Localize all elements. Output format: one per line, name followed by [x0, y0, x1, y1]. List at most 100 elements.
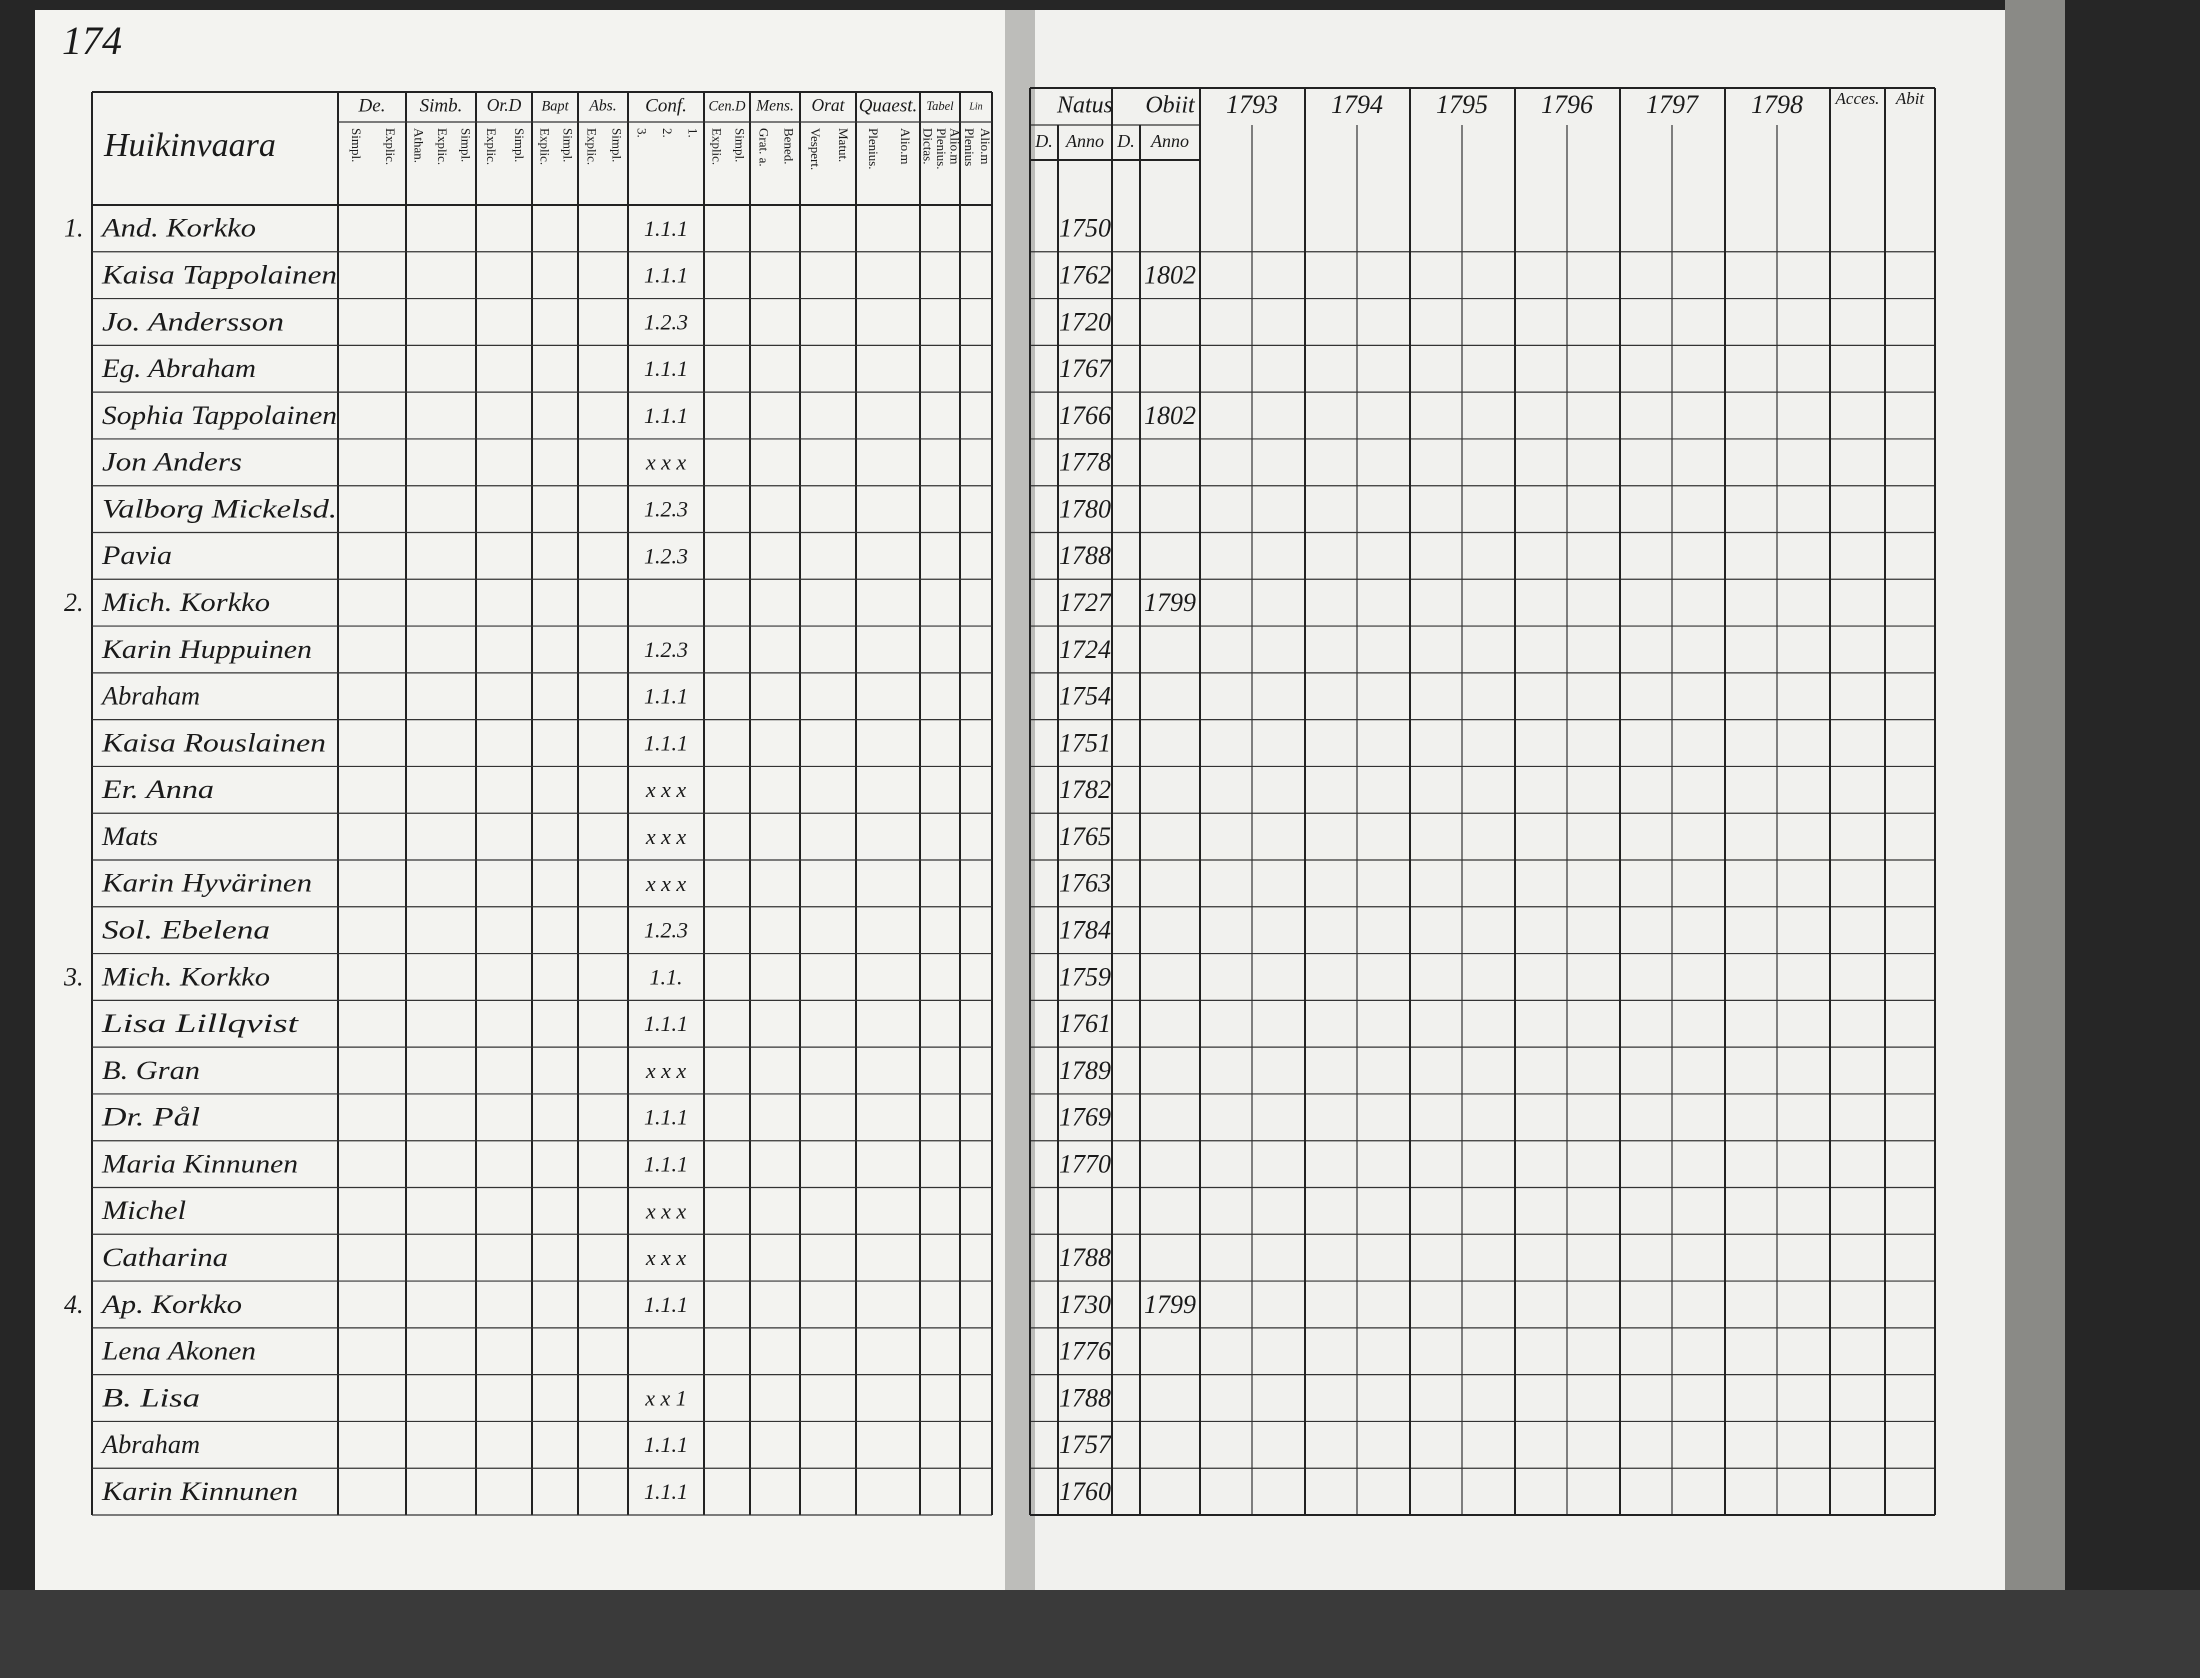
confirmation-mark: 1.1.1 — [644, 403, 688, 428]
confirmation-mark: 1.1.1 — [644, 730, 688, 755]
right-page — [1020, 10, 2005, 1635]
column-header: Mens. — [755, 98, 794, 115]
column-header: De. — [358, 95, 386, 116]
column-subheader: Simpl. — [733, 128, 748, 162]
obiit-header: Obiit — [1145, 93, 1196, 119]
person-name: Karin Huppuinen — [101, 635, 312, 664]
birth-year: 1788 — [1059, 1243, 1111, 1272]
row-number: 2. — [64, 588, 84, 617]
person-name: Valborg Mickelsd. — [102, 494, 337, 523]
person-name: Mich. Korkko — [101, 588, 270, 617]
column-subheader: Vespert. — [808, 128, 823, 170]
confirmation-mark: 1.1.1 — [644, 1011, 688, 1036]
row-number: 3. — [63, 962, 84, 991]
confirmation-mark: x x x — [645, 824, 687, 849]
birth-year: 1762 — [1059, 260, 1111, 289]
birth-year: 1751 — [1059, 728, 1111, 757]
column-subheader: Explic. — [585, 128, 600, 165]
column-subheader: 2. — [660, 128, 675, 138]
birth-year: 1776 — [1059, 1337, 1111, 1366]
row-number: 4. — [64, 1290, 84, 1319]
accessit-header: Acces. — [1835, 89, 1880, 108]
person-name: Mich. Korkko — [101, 962, 270, 991]
column-subheader: Explic. — [710, 128, 725, 165]
date-subheader: D. — [1034, 131, 1053, 151]
date-subheader: D. — [1116, 131, 1135, 151]
person-name: Michel — [101, 1196, 186, 1225]
person-name: Eg. Abraham — [101, 354, 256, 383]
column-subheader: Bened. — [782, 128, 797, 164]
column-subheader: Alio.m — [978, 128, 993, 164]
death-year: 1802 — [1144, 260, 1196, 289]
person-name: Lena Akonen — [101, 1337, 256, 1366]
column-subheader: Explic. — [484, 128, 499, 165]
year-header: 1797 — [1646, 90, 1699, 119]
birth-year: 1780 — [1059, 494, 1111, 523]
birth-year: 1724 — [1059, 635, 1111, 664]
confirmation-mark: x x 1 — [644, 1385, 687, 1410]
person-name: Abraham — [100, 682, 200, 711]
birth-year: 1727 — [1059, 588, 1112, 617]
village-name: Huikinvaara — [103, 127, 276, 164]
column-header: Lin — [968, 101, 982, 112]
confirmation-mark: 1.2.3 — [644, 637, 688, 662]
death-year: 1802 — [1144, 401, 1196, 430]
column-subheader: Alio.m — [898, 128, 913, 164]
confirmation-mark: 1.1.1 — [644, 1432, 688, 1457]
birth-year: 1750 — [1059, 214, 1111, 243]
person-name: Karin Kinnunen — [101, 1477, 298, 1506]
person-name: Er. Anna — [101, 775, 214, 804]
column-subheader: Simpl. — [512, 128, 527, 162]
birth-year: 1770 — [1059, 1149, 1111, 1178]
column-header: Abs. — [588, 98, 616, 115]
column-subheader: Plenius. — [934, 128, 949, 170]
birth-year: 1769 — [1059, 1103, 1111, 1132]
year-header: 1793 — [1226, 90, 1278, 119]
confirmation-mark: x x x — [645, 1245, 687, 1270]
column-subheader: Alio.m — [947, 128, 962, 164]
birth-year: 1760 — [1059, 1477, 1111, 1506]
confirmation-mark: 1.2.3 — [644, 309, 688, 334]
confirmation-mark: x x x — [645, 1058, 687, 1083]
page-number: 174 — [62, 18, 122, 63]
abiit-header: Abit — [1895, 89, 1926, 108]
birth-year: 1767 — [1059, 354, 1112, 383]
confirmation-mark: x x x — [645, 450, 687, 475]
person-name: Catharina — [102, 1243, 228, 1272]
birth-year: 1789 — [1059, 1056, 1111, 1085]
confirmation-mark: 1.1.1 — [644, 1479, 688, 1504]
row-number: 1. — [64, 214, 84, 243]
confirmation-mark: 1.1.1 — [644, 1151, 688, 1176]
column-subheader: Athan. — [412, 128, 427, 163]
year-header: 1798 — [1751, 90, 1803, 119]
column-subheader: Plenius. — [866, 128, 881, 170]
column-subheader: Dictas. — [921, 128, 936, 164]
person-name: Abraham — [100, 1430, 200, 1459]
birth-year: 1754 — [1059, 682, 1111, 711]
death-year: 1799 — [1144, 588, 1196, 617]
page-edges — [2005, 0, 2065, 1678]
register: Huikinvaara De. Simpl. Explic. Simb. Athan. Ex… — [63, 87, 1936, 1516]
person-name: B. Lisa — [102, 1383, 200, 1412]
column-subheader: Plenius — [962, 128, 977, 166]
confirmation-mark: x x x — [645, 1198, 687, 1223]
column-header: Or.D — [487, 95, 522, 115]
birth-year: 1763 — [1059, 869, 1111, 898]
birth-year: 1757 — [1059, 1430, 1112, 1459]
column-subheader: Simpl. — [458, 128, 473, 162]
person-name: Mats — [101, 822, 158, 851]
year-header: 1796 — [1541, 90, 1593, 119]
person-name: Maria Kinnunen — [101, 1149, 298, 1178]
column-subheader: Simpl. — [610, 128, 625, 162]
birth-year: 1766 — [1059, 401, 1111, 430]
person-name: B. Gran — [102, 1056, 200, 1085]
person-name: Jon Anders — [102, 448, 242, 477]
date-subheader: Anno — [1150, 131, 1189, 151]
person-name: And. Korkko — [100, 214, 256, 243]
confirmation-mark: x x x — [645, 871, 687, 896]
confirmation-mark: 1.2.3 — [644, 496, 688, 521]
confirmation-mark: 1.1.1 — [644, 1292, 688, 1317]
column-header: Orat — [811, 95, 845, 115]
confirmation-mark: 1.1.1 — [644, 1105, 688, 1130]
